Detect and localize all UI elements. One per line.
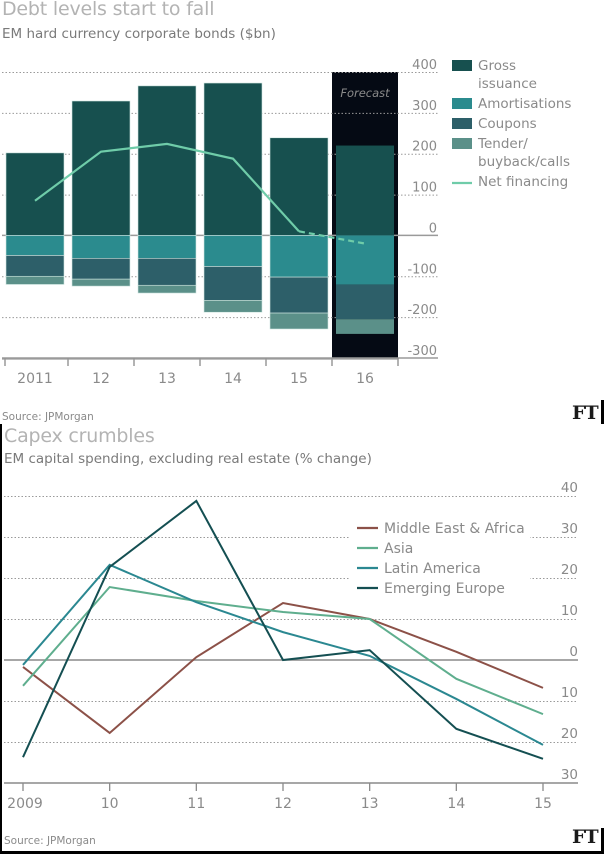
x-tick-label: 13 [158,371,176,387]
bar-amortisations [137,235,197,259]
forecast-label: Forecast [340,86,390,100]
bar-amortisations [5,235,65,256]
bar-coupons [269,276,329,314]
chart-subtitle: EM capital spending, excluding real esta… [4,451,372,467]
y-tick-label: 30 [561,521,578,537]
x-tick-label: 12 [274,796,292,812]
bar-amortisations [203,235,263,267]
bar-coupons [137,258,197,286]
chart-title: Capex crumbles [4,425,155,447]
chart-source: Source: JPMorgan [2,411,94,423]
x-tick-label: 2009 [7,796,43,812]
x-tick-label: 15 [534,796,552,812]
y-tick-label: 400 [412,58,437,73]
bar-coupons [336,284,394,320]
x-tick-label: 12 [92,371,110,387]
series-line-asia [22,585,544,716]
bar-tender-buyback-calls [336,319,394,334]
y-tick-label: 10 [561,685,578,701]
x-tick-label: 11 [187,796,205,812]
chart-subtitle: EM hard currency corporate bonds ($bn) [2,26,276,42]
net-financing-forecast-line [298,230,366,245]
legend-label: Tender/ [477,136,528,152]
series-line-emerging-europe [22,499,544,760]
y-tick-label: 20 [561,726,578,742]
net-financing-line [34,142,300,233]
x-tick-label: 13 [361,796,379,812]
capex-chart-plot: 40 30 20 10 0 10 20 30 2009 10 11 12 13 14 15 Middle Ea… [4,480,578,812]
x-tick-label: 14 [224,371,242,387]
x-tick-label: 15 [290,371,308,387]
y-tick-label: -300 [407,344,437,359]
bar-amortisations [71,235,131,259]
x-tick-label: 10 [101,796,119,812]
series-line-middle-east-africa [22,601,544,735]
x-tick-label: 2011 [17,371,53,387]
legend-label: Gross [478,58,516,74]
bar-coupons [5,255,65,277]
ft-logo: FT [572,402,599,424]
legend-label: Net financing [478,174,568,190]
ft-logo: FT [572,826,599,848]
y-tick-label: 20 [561,562,578,578]
y-tick-label: 100 [412,181,437,196]
y-tick-label: 0 [429,221,437,236]
edge-strip [601,400,604,424]
bar-amortisations [269,235,329,278]
chart-title: Debt levels start to fall [2,0,215,20]
legend-label: Asia [384,541,413,557]
edge-strip [601,828,604,854]
bar-gross-issuance [71,100,131,236]
y-tick-label: 40 [561,480,578,496]
bar-tender-buyback-calls [71,278,131,287]
debt-chart-plot: 400 300 200 100 0 -100 -200 -300 2011 12 13 14 15 16 F… [2,58,571,387]
bar-gross-issuance [336,145,394,236]
bar-tender-buyback-calls [203,300,263,313]
chart-capex: Capex crumbles EM capital spending, excl… [0,424,604,854]
legend-label: issuance [478,76,537,92]
y-tick-label: 300 [412,99,437,114]
legend-swatch [452,98,472,109]
y-tick-label: 200 [412,140,437,155]
bar-tender-buyback-calls [137,284,197,294]
x-tick-label: 14 [447,796,465,812]
legend-label: Amortisations [478,96,571,112]
legend-label: Coupons [478,116,537,132]
legend-swatch [452,118,472,129]
legend-label: Middle East & Africa [384,521,525,537]
legend-label: buyback/calls [478,154,570,170]
legend-background [350,528,530,591]
y-tick-label: 10 [561,603,578,619]
legend-swatch [452,138,472,149]
bar-amortisations [336,235,394,285]
bar-gross-issuance [5,152,65,236]
chart-source: Source: JPMorgan [4,835,96,847]
y-tick-label: -100 [407,262,437,277]
bar-coupons [71,258,131,280]
legend-swatch [452,60,472,71]
bar-gross-issuance [137,85,197,236]
y-tick-label: 30 [561,767,578,783]
x-tick-label: 16 [356,371,374,387]
chart-debt-levels: Debt levels start to fall EM hard curren… [0,0,604,424]
bar-tender-buyback-calls [269,312,329,330]
legend-label: Latin America [384,561,481,577]
bar-gross-issuance [269,137,329,236]
bar-tender-buyback-calls [5,275,65,285]
bar-coupons [203,266,263,301]
y-tick-label: -200 [407,303,437,318]
y-tick-label: 0 [569,644,578,660]
legend-label: Emerging Europe [384,581,505,597]
series-line-latin-america [22,563,544,746]
